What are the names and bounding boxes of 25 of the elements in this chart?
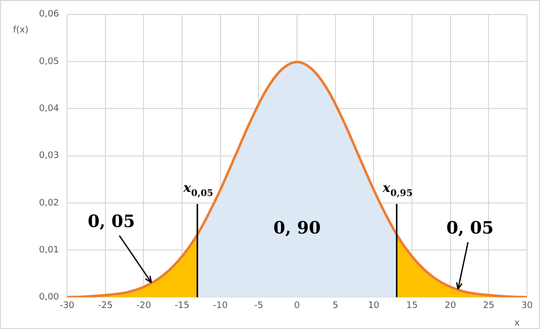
x-tick-label: -25 <box>98 300 113 311</box>
x-tick-label: 25 <box>482 300 494 311</box>
annotation: 0, 05 <box>88 212 136 232</box>
x-tick-label: -5 <box>254 300 264 311</box>
y-tick-label: 0,02 <box>38 198 60 208</box>
x-tick-label: 0 <box>294 300 300 311</box>
x-tick-label: -30 <box>60 300 75 311</box>
x-tick-label: 30 <box>521 300 533 311</box>
annotation: 0, 05 <box>446 218 494 239</box>
x-tick-label: 15 <box>406 300 418 311</box>
y-tick-label: 0,06 <box>38 10 60 20</box>
x-tick-label: 20 <box>444 300 456 311</box>
x-axis-title: x <box>514 318 520 329</box>
y-axis-title: f(x) <box>13 26 29 36</box>
x-tick-label: -20 <box>136 300 152 311</box>
y-tick-label: 0,01 <box>38 245 60 256</box>
y-tick-label: 0,04 <box>38 104 60 114</box>
y-tick-label: 0,00 <box>38 292 60 303</box>
x-tick-label: -10 <box>213 300 228 311</box>
x-tick-label: 10 <box>368 300 380 311</box>
y-tick-label: 0,05 <box>38 56 60 67</box>
x-tick-label: 5 <box>332 300 338 311</box>
x-tick-label: -15 <box>174 300 190 311</box>
y-tick-label: 0,03 <box>38 151 60 162</box>
annotation: 0, 90 <box>273 218 321 239</box>
